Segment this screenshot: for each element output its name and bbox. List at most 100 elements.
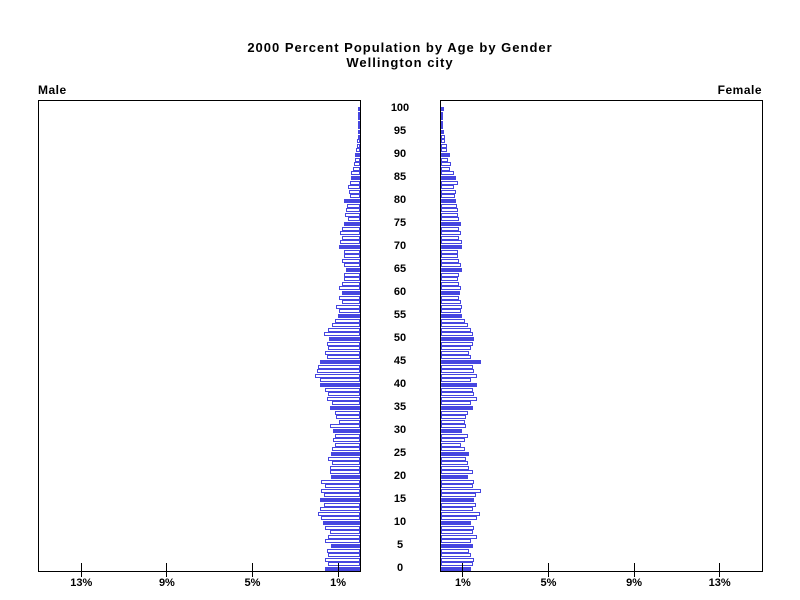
female-bar-age-13 — [441, 507, 473, 512]
male-bar-age-7 — [328, 534, 360, 539]
male-bar-age-21 — [330, 470, 360, 475]
male-bar-age-72 — [342, 235, 360, 240]
female-bar-age-52 — [441, 327, 471, 332]
female-bar-age-97 — [441, 120, 443, 125]
male-bar-age-75 — [344, 222, 360, 226]
female-bar-age-68 — [441, 254, 458, 259]
male-bar-age-15 — [320, 498, 360, 502]
female-bar-age-56 — [441, 309, 461, 314]
female-bar-age-4 — [441, 548, 469, 553]
male-bar-age-59 — [339, 295, 360, 300]
male-bar-age-48 — [328, 346, 360, 351]
female-tick-1pct — [462, 563, 464, 577]
male-tick-label-13pct: 13% — [70, 577, 93, 589]
age-axis-label-10: 10 — [393, 516, 407, 528]
age-axis-label-55: 55 — [393, 309, 407, 321]
female-bar-age-33 — [441, 415, 466, 420]
female-bar-age-66 — [441, 263, 461, 268]
age-axis-label-25: 25 — [393, 447, 407, 459]
female-bar-age-93 — [441, 139, 445, 144]
female-bar-age-47 — [441, 350, 469, 355]
male-tick-label-5pct: 5% — [244, 577, 261, 589]
male-bar-age-29 — [335, 433, 360, 438]
female-bar-age-49 — [441, 341, 473, 346]
chart-title-line1: 2000 Percent Population by Age by Gender — [247, 40, 553, 55]
female-bar-age-50 — [441, 337, 474, 341]
female-bar-age-30 — [441, 429, 462, 433]
female-bar-age-82 — [441, 189, 456, 194]
age-axis: 0 5 10 15 20 25 30 35 40 45 50 55 60 65 70 75 80 85 90 95 10… — [360, 100, 440, 574]
age-axis-label-60: 60 — [393, 286, 407, 298]
male-tick-1pct — [337, 563, 339, 577]
male-bar-age-89 — [355, 157, 360, 162]
age-axis-label-0: 0 — [396, 562, 404, 574]
male-bar-age-62 — [342, 281, 360, 286]
female-bar-age-5 — [441, 544, 473, 548]
male-tick-5pct — [252, 563, 253, 577]
male-bar-age-92 — [357, 143, 360, 148]
female-bar-age-67 — [441, 258, 459, 263]
male-bar-age-79 — [347, 203, 360, 208]
male-bar-age-49 — [327, 341, 360, 346]
female-bar-age-53 — [441, 323, 468, 328]
female-bar-age-35 — [441, 406, 473, 410]
male-bar-age-86 — [351, 171, 360, 176]
male-bar-age-52 — [328, 327, 360, 332]
female-bar-age-23 — [441, 461, 468, 466]
female-bar-age-84 — [441, 180, 458, 185]
male-bar-age-28 — [333, 438, 360, 443]
female-bar-age-79 — [441, 203, 457, 208]
female-bar-age-76 — [441, 217, 459, 222]
male-bar-age-32 — [339, 419, 360, 424]
age-axis-label-95: 95 — [393, 125, 407, 137]
male-bar-age-55 — [338, 314, 360, 318]
female-tick-13pct — [719, 563, 721, 577]
male-bar-age-16 — [324, 493, 360, 498]
male-bar-age-71 — [340, 240, 360, 245]
female-bar-age-20 — [441, 475, 468, 479]
female-bar-age-27 — [441, 442, 461, 447]
female-bar-age-94 — [441, 134, 445, 139]
female-bar-age-19 — [441, 479, 474, 484]
female-bar-age-95 — [441, 130, 444, 134]
male-bar-age-35 — [330, 406, 360, 410]
male-bar-age-99 — [358, 111, 360, 116]
female-bar-age-16 — [441, 493, 476, 498]
male-bar-age-97 — [358, 120, 360, 125]
age-axis-label-80: 80 — [393, 194, 407, 206]
female-bar-age-78 — [441, 208, 458, 213]
female-bar-age-89 — [441, 157, 448, 162]
female-bar-age-73 — [441, 231, 461, 236]
female-panel-label: Female — [717, 83, 762, 97]
male-bar-age-81 — [350, 194, 360, 199]
age-axis-label-75: 75 — [393, 217, 407, 229]
male-bar-age-41 — [320, 378, 360, 383]
male-bar-age-12 — [318, 511, 360, 516]
male-bar-age-50 — [329, 337, 360, 341]
male-bar-age-57 — [336, 304, 360, 309]
male-bar-age-78 — [346, 208, 360, 213]
male-bar-age-23 — [332, 461, 360, 466]
female-bar-age-99 — [441, 111, 443, 116]
female-bar-age-39 — [441, 387, 473, 392]
male-bar-age-58 — [342, 300, 360, 305]
male-bar-age-45 — [320, 360, 360, 364]
male-bar-age-84 — [350, 180, 360, 185]
male-bar-age-24 — [328, 456, 360, 461]
male-bar-age-47 — [325, 350, 360, 355]
male-bar-age-22 — [330, 465, 360, 470]
female-bar-age-24 — [441, 456, 466, 461]
male-bar-age-91 — [356, 148, 360, 153]
female-bar-age-81 — [441, 194, 455, 199]
female-bar-age-87 — [441, 166, 450, 171]
age-axis-label-65: 65 — [393, 263, 407, 275]
male-bar-age-6 — [325, 539, 360, 544]
female-tick-label-5pct: 5% — [540, 577, 557, 589]
male-bar-age-95 — [358, 130, 360, 134]
chart-title-line2: Wellington city — [346, 55, 454, 70]
female-bar-age-10 — [441, 521, 471, 525]
female-bar-age-80 — [441, 199, 456, 203]
female-bar-age-21 — [441, 470, 473, 475]
male-bar-age-69 — [344, 249, 360, 254]
